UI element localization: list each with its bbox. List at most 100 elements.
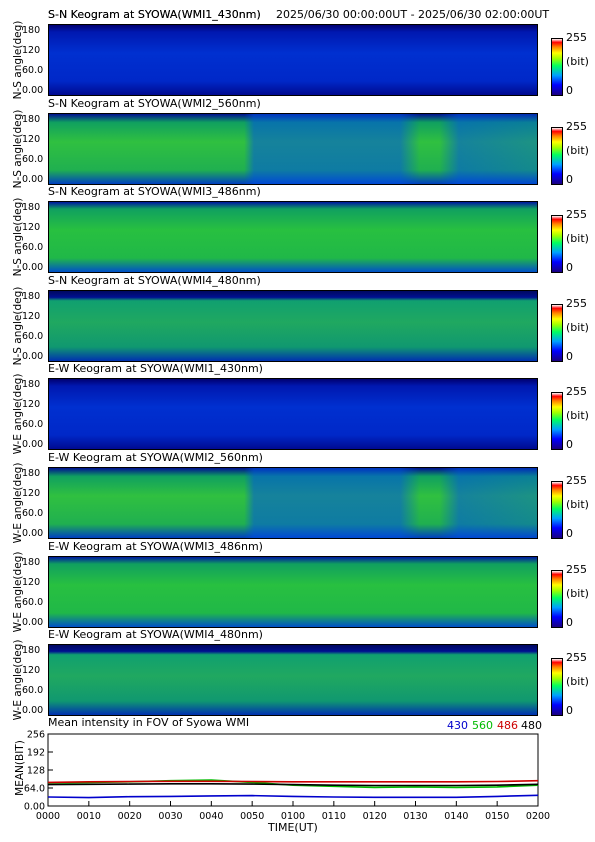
panel-ytick: 0.00 (22, 439, 44, 450)
panel-ytick: 0.00 (22, 528, 44, 539)
series-line-430 (47, 794, 539, 799)
series-line-486 (47, 779, 539, 784)
mean-ytick-label: 64.0 (24, 784, 45, 795)
colorbar-max-label: 255 (566, 651, 587, 664)
colorbar-max-label: 255 (566, 385, 587, 398)
legend-480: 480 (521, 719, 542, 732)
colorbar-7 (551, 570, 563, 628)
mean-ytick-label: 128 (27, 766, 45, 777)
x-tick-label: 0020 (118, 811, 142, 822)
panel-title-2: S-N Keogram at SYOWA(WMI2_560nm) (48, 97, 261, 110)
colorbar-min-label: 0 (566, 350, 573, 363)
colorbar-max-label: 255 (566, 120, 587, 133)
panel-title-1: S-N Keogram at SYOWA(WMI1_430nm) (48, 8, 261, 21)
panel-ytick: 60.0 (22, 65, 44, 76)
panel-title-8: E-W Keogram at SYOWA(WMI4_480nm) (48, 628, 263, 641)
x-tick-label: 0140 (444, 811, 468, 822)
header-time-range: 2025/06/30 00:00:00UT - 2025/06/30 02:00… (276, 8, 550, 21)
panel-ytick: 60.0 (22, 154, 44, 165)
x-axis-label: TIME(UT) (268, 821, 318, 834)
panel-ytick: 120 (22, 134, 41, 145)
panel-ytick: 0.00 (22, 617, 44, 628)
keogram-image-2 (48, 113, 538, 185)
panel-ytick: 180 (22, 202, 41, 213)
x-tick-label: 0150 (485, 811, 509, 822)
x-tick-label: 0120 (363, 811, 387, 822)
colorbar-6 (551, 481, 563, 539)
colorbar-unit-label: (bit) (566, 232, 589, 245)
colorbar-4 (551, 304, 563, 362)
x-tick-label: 0100 (281, 811, 305, 822)
colorbar-8 (551, 658, 563, 716)
panel-ytick: 120 (22, 222, 41, 233)
mean-panel-title: Mean intensity in FOV of Syowa WMI (48, 716, 250, 729)
mean-ytick-label: 192 (27, 748, 45, 759)
colorbar-2 (551, 127, 563, 185)
colorbar-unit-label: (bit) (566, 409, 589, 422)
panel-ytick: 120 (22, 488, 41, 499)
legend-560: 560 (472, 719, 493, 732)
keogram-image-7 (48, 556, 538, 628)
colorbar-max-label: 255 (566, 208, 587, 221)
keogram-image-5 (48, 378, 538, 450)
colorbar-min-label: 0 (566, 84, 573, 97)
panel-ytick: 180 (22, 291, 41, 302)
panel-ytick: 120 (22, 45, 41, 56)
colorbar-max-label: 255 (566, 563, 587, 576)
panel-title-3: S-N Keogram at SYOWA(WMI3_486nm) (48, 185, 261, 198)
panel-ytick: 180 (22, 645, 41, 656)
panel-ytick: 180 (22, 25, 41, 36)
colorbar-unit-label: (bit) (566, 55, 589, 68)
panel-ytick: 120 (22, 311, 41, 322)
colorbar-3 (551, 215, 563, 273)
colorbar-min-label: 0 (566, 527, 573, 540)
x-tick-label: 0110 (322, 811, 346, 822)
x-tick-label: 0040 (199, 811, 223, 822)
keogram-image-1 (48, 24, 538, 96)
colorbar-unit-label: (bit) (566, 498, 589, 511)
panel-ytick: 60.0 (22, 242, 44, 253)
mean-ytick-label: 0.00 (24, 802, 45, 813)
panel-title-5: E-W Keogram at SYOWA(WMI1_430nm) (48, 362, 263, 375)
colorbar-unit-label: (bit) (566, 144, 589, 157)
panel-ytick: 0.00 (22, 351, 44, 362)
keogram-image-8 (48, 644, 538, 716)
colorbar-min-label: 0 (566, 173, 573, 186)
colorbar-5 (551, 392, 563, 450)
x-tick-label: 0050 (240, 811, 264, 822)
header-title: S-N Keogram at SYOWA(WMI1_430nm) (48, 8, 261, 21)
keogram-image-4 (48, 290, 538, 362)
panel-title-4: S-N Keogram at SYOWA(WMI4_480nm) (48, 274, 261, 287)
panel-ytick: 0.00 (22, 262, 44, 273)
panel-ytick: 180 (22, 468, 41, 479)
panel-ytick: 120 (22, 577, 41, 588)
panel-title-7: E-W Keogram at SYOWA(WMI3_486nm) (48, 540, 263, 553)
panel-ytick: 120 (22, 399, 41, 410)
colorbar-unit-label: (bit) (566, 587, 589, 600)
x-tick-label: 0000 (36, 811, 60, 822)
panel-ytick: 120 (22, 665, 41, 676)
mean-ytick-label: 256 (27, 730, 45, 741)
keogram-image-6 (48, 467, 538, 539)
x-tick-label: 0130 (403, 811, 427, 822)
colorbar-min-label: 0 (566, 261, 573, 274)
colorbar-unit-label: (bit) (566, 321, 589, 334)
panel-ytick: 60.0 (22, 508, 44, 519)
colorbar-1 (551, 38, 563, 96)
panel-ytick: 0.00 (22, 705, 44, 716)
x-tick-label: 0200 (526, 811, 550, 822)
series-line-480 (47, 782, 539, 787)
legend-486: 486 (497, 719, 518, 732)
panel-title-6: E-W Keogram at SYOWA(WMI2_560nm) (48, 451, 263, 464)
panel-ytick: 180 (22, 379, 41, 390)
panel-ytick: 60.0 (22, 685, 44, 696)
panel-ytick: 0.00 (22, 85, 44, 96)
legend-430: 430 (447, 719, 468, 732)
colorbar-min-label: 0 (566, 438, 573, 451)
colorbar-min-label: 0 (566, 704, 573, 717)
colorbar-max-label: 255 (566, 474, 587, 487)
colorbar-max-label: 255 (566, 297, 587, 310)
colorbar-unit-label: (bit) (566, 675, 589, 688)
x-tick-label: 0010 (77, 811, 101, 822)
